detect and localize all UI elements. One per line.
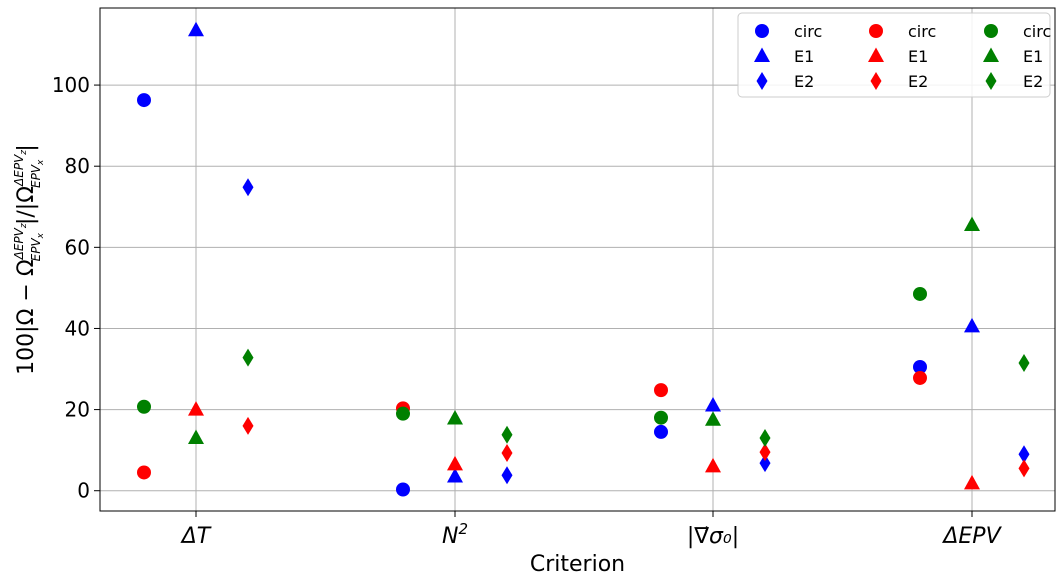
blue-e2-point: [501, 466, 513, 485]
legend: circ E1 E2 circ E1 E2 circ E1 E2: [737, 12, 1051, 98]
green-circ-point: [396, 406, 410, 421]
legend-marker-green-circ: [984, 24, 998, 38]
green-e2-point: [501, 425, 513, 444]
blue-circ-point: [137, 93, 151, 108]
y-tick-label: 20: [65, 398, 90, 422]
blue-circ-point: [913, 359, 927, 374]
green-e1-point: [188, 429, 204, 444]
red-e2-point: [759, 443, 771, 462]
y-tick-label: 100: [52, 73, 90, 97]
legend-label-blue-e1: E1: [794, 47, 814, 66]
legend-marker-blue-e1: [754, 47, 770, 62]
x-tick-label: N2: [442, 520, 468, 549]
legend-label-red-e1: E1: [908, 47, 928, 66]
legend-label-green-e2: E2: [1023, 72, 1043, 91]
green-e1-point: [447, 410, 463, 425]
x-axis: ΔT N2 |∇⃗σ₀| ΔEPV: [180, 511, 1003, 549]
legend-box: [737, 12, 1051, 98]
x-tick-label: ΔT: [180, 524, 212, 549]
blue-e1-point: [188, 21, 204, 37]
green-e2-point: [759, 428, 771, 447]
green-e2-point: [1018, 353, 1030, 372]
blue-e2-point: [242, 178, 254, 197]
blue-e1-point: [447, 468, 463, 483]
y-tick-label: 60: [65, 235, 90, 259]
blue-e2-point: [1018, 445, 1030, 464]
blue-e1-point: [964, 317, 980, 333]
red-circ-point: [654, 383, 668, 398]
data-points: [137, 21, 1030, 497]
green-e1-point: [705, 411, 721, 426]
green-e2-point: [242, 348, 254, 367]
legend-label-blue-e2: E2: [794, 72, 814, 91]
x-tick-label: |∇⃗σ₀|: [687, 524, 739, 549]
x-tick-label: ΔEPV: [941, 524, 1002, 549]
green-circ-point: [137, 399, 151, 414]
red-circ-point: [137, 465, 151, 480]
legend-marker-red-e2: [870, 72, 882, 90]
y-tick-label: 80: [65, 154, 90, 178]
red-e2-point: [1018, 459, 1030, 478]
red-circ-point: [913, 370, 927, 385]
red-e1-point: [705, 457, 721, 473]
red-e1-point: [188, 401, 204, 416]
legend-marker-green-e1: [983, 47, 999, 62]
legend-marker-red-circ: [869, 24, 883, 38]
legend-marker-blue-e2: [756, 72, 768, 90]
legend-marker-blue-circ: [755, 24, 769, 38]
blue-e1-point: [705, 397, 721, 412]
legend-label-green-e1: E1: [1023, 47, 1043, 66]
legend-label-blue-circ: circ: [794, 22, 822, 41]
legend-label-red-circ: circ: [908, 22, 936, 41]
blue-circ-point: [654, 424, 668, 439]
y-tick-label: 40: [65, 316, 90, 340]
x-axis-label: Criterion: [530, 552, 625, 576]
red-e1-point: [447, 455, 463, 471]
red-e1-point: [964, 474, 980, 490]
plot-frame: [99, 7, 1056, 512]
blue-circ-point: [396, 482, 410, 497]
y-axis: 0 20 40 60 80 100: [52, 73, 100, 503]
red-e2-point: [242, 416, 254, 435]
red-e2-point: [501, 443, 513, 462]
green-circ-point: [654, 410, 668, 425]
legend-label-red-e2: E2: [908, 72, 928, 91]
y-tick-label: 0: [77, 479, 90, 503]
legend-marker-red-e1: [868, 47, 884, 62]
green-e1-point: [964, 216, 980, 232]
green-circ-point: [913, 286, 927, 301]
blue-e2-point: [759, 454, 771, 473]
grid-lines: [100, 8, 1055, 511]
legend-marker-green-e2: [985, 72, 997, 90]
legend-label-green-circ: circ: [1023, 22, 1051, 41]
y-axis-label: 100|Ω − ΩΔEPVzEPVx|/|ΩΔEPVzEPVx|: [12, 144, 46, 375]
